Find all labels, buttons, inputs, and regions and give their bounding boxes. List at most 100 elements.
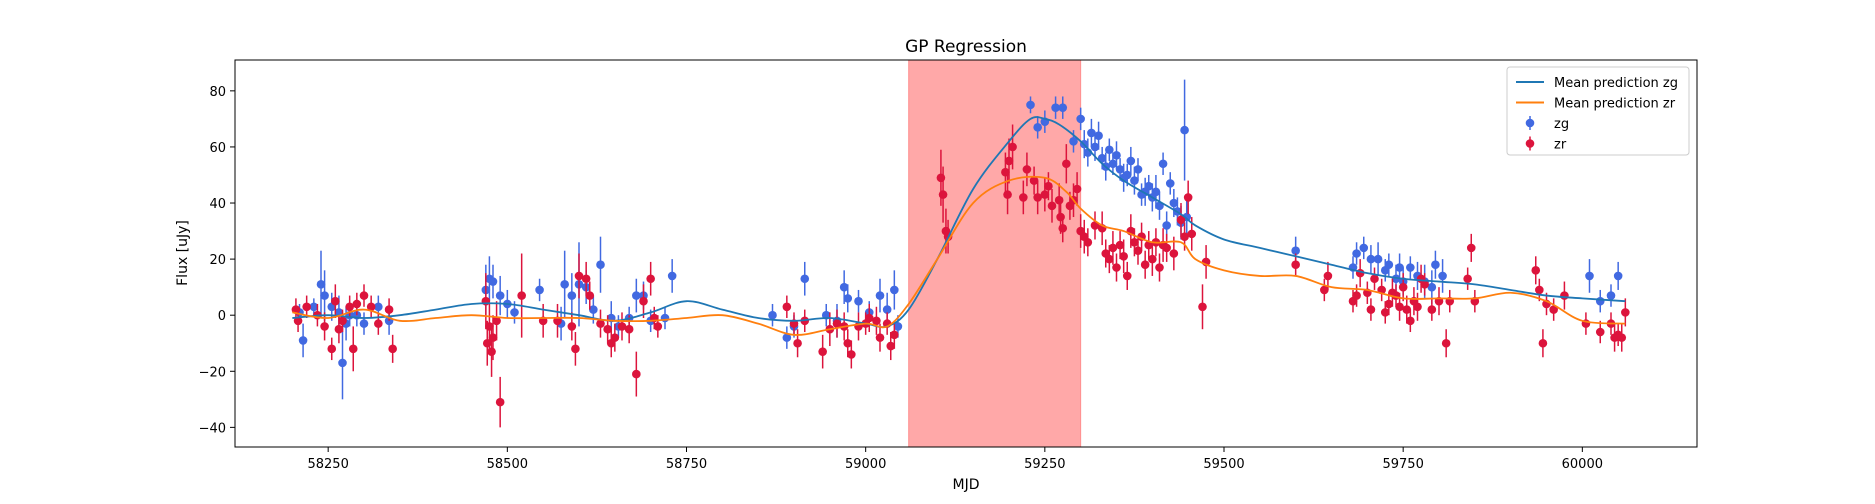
- marker: [1001, 167, 1010, 177]
- marker: [1613, 271, 1623, 281]
- marker: [1595, 296, 1605, 306]
- data-point-zg-35: [667, 259, 677, 293]
- marker: [374, 302, 383, 312]
- marker: [617, 322, 627, 331]
- legend-label-0: Mean prediction zg: [1554, 76, 1678, 91]
- marker: [1044, 181, 1053, 191]
- marker: [875, 291, 885, 300]
- marker: [1047, 201, 1057, 211]
- marker: [560, 280, 569, 289]
- legend-label-3: zr: [1554, 138, 1567, 153]
- data-point-zr-22: [492, 301, 501, 341]
- data-point-zr-73: [1040, 177, 1050, 212]
- data-point-zg-16: [488, 264, 498, 299]
- marker: [624, 324, 634, 334]
- mean-line-zg: [292, 116, 1626, 329]
- marker: [1083, 237, 1093, 247]
- marker: [567, 322, 577, 331]
- marker: [1176, 215, 1186, 225]
- marker: [1130, 176, 1139, 185]
- data-point-zr-107: [1176, 203, 1186, 237]
- data-point-zr-132: [1413, 292, 1422, 321]
- data-point-zr-35: [610, 323, 620, 352]
- legend: Mean prediction zg Mean prediction zr zg zr: [1506, 66, 1690, 156]
- data-point-zr-149: [1595, 320, 1605, 344]
- data-point-zr-115: [1323, 261, 1333, 290]
- data-point-zr-36: [617, 312, 627, 341]
- marker: [1115, 165, 1125, 174]
- marker: [374, 319, 383, 328]
- data-point-zg-85: [1180, 79, 1189, 181]
- data-point-zg-1: [298, 323, 308, 358]
- data-point-zr-101: [1148, 242, 1157, 276]
- data-point-zr-38: [632, 351, 641, 397]
- marker: [1291, 260, 1300, 270]
- data-point-zr-55: [864, 303, 874, 333]
- data-point-zr-10: [348, 326, 358, 372]
- marker: [309, 302, 319, 312]
- data-point-zr-74: [1044, 172, 1053, 201]
- marker: [890, 285, 899, 295]
- x-axis-label: MJD: [953, 477, 980, 493]
- marker: [1380, 308, 1390, 317]
- marker: [334, 324, 344, 334]
- data-point-zr-8: [338, 309, 347, 333]
- data-point-zg-7: [338, 326, 347, 400]
- marker: [1180, 125, 1189, 135]
- x-tick-label-60000: 60000: [1562, 457, 1603, 472]
- data-point-zg-61: [1094, 121, 1103, 150]
- marker: [1595, 327, 1605, 337]
- marker: [1133, 246, 1143, 255]
- data-point-zr-69: [1019, 180, 1028, 215]
- marker: [366, 302, 376, 312]
- legend-marker-3: [1525, 139, 1535, 148]
- data-point-zr-39: [639, 284, 648, 318]
- marker: [488, 333, 498, 342]
- x-tick-label-58500: 58500: [487, 457, 528, 472]
- y-tick-label-60: 60: [209, 141, 226, 156]
- data-point-zg-106: [1606, 284, 1616, 307]
- marker: [1140, 260, 1150, 270]
- marker: [1366, 254, 1376, 264]
- marker: [574, 271, 584, 281]
- data-point-zr-75: [1047, 189, 1057, 223]
- marker: [843, 294, 853, 303]
- data-point-zr-31: [585, 281, 595, 310]
- marker: [1384, 260, 1394, 270]
- data-point-zg-53: [1051, 96, 1060, 119]
- data-point-zr-12: [359, 284, 369, 307]
- mean-line-zr: [292, 175, 1626, 336]
- marker: [1054, 195, 1064, 205]
- data-point-zg-77: [1151, 174, 1161, 209]
- marker: [1466, 243, 1476, 253]
- marker: [327, 344, 337, 354]
- data-point-zg-31: [632, 278, 641, 313]
- marker: [571, 344, 580, 354]
- marker: [596, 319, 605, 328]
- data-point-zr-153: [1617, 323, 1627, 352]
- marker: [1033, 193, 1042, 202]
- marker: [495, 291, 505, 300]
- data-point-zr-68: [1008, 124, 1017, 170]
- data-point-zg-23: [567, 273, 577, 318]
- data-point-zg-72: [1133, 158, 1143, 181]
- data-point-zg-75: [1144, 174, 1154, 198]
- marker: [854, 296, 863, 306]
- data-point-zr-60: [890, 320, 899, 349]
- data-point-zr-85: [1083, 228, 1093, 257]
- data-point-zg-92: [1373, 242, 1383, 276]
- data-point-zr-135: [1427, 298, 1437, 321]
- marker: [847, 350, 856, 359]
- data-point-zr-56: [872, 306, 881, 335]
- marker: [882, 305, 892, 314]
- marker: [1538, 338, 1548, 348]
- marker: [1402, 305, 1412, 314]
- x-tick-label-59000: 59000: [845, 457, 886, 472]
- data-point-zr-30: [581, 261, 591, 296]
- marker: [492, 316, 501, 326]
- marker: [782, 302, 792, 312]
- marker: [886, 341, 896, 351]
- data-point-zg-102: [1431, 250, 1440, 279]
- marker: [1040, 190, 1050, 199]
- y-tick-label--20: −20: [199, 365, 226, 380]
